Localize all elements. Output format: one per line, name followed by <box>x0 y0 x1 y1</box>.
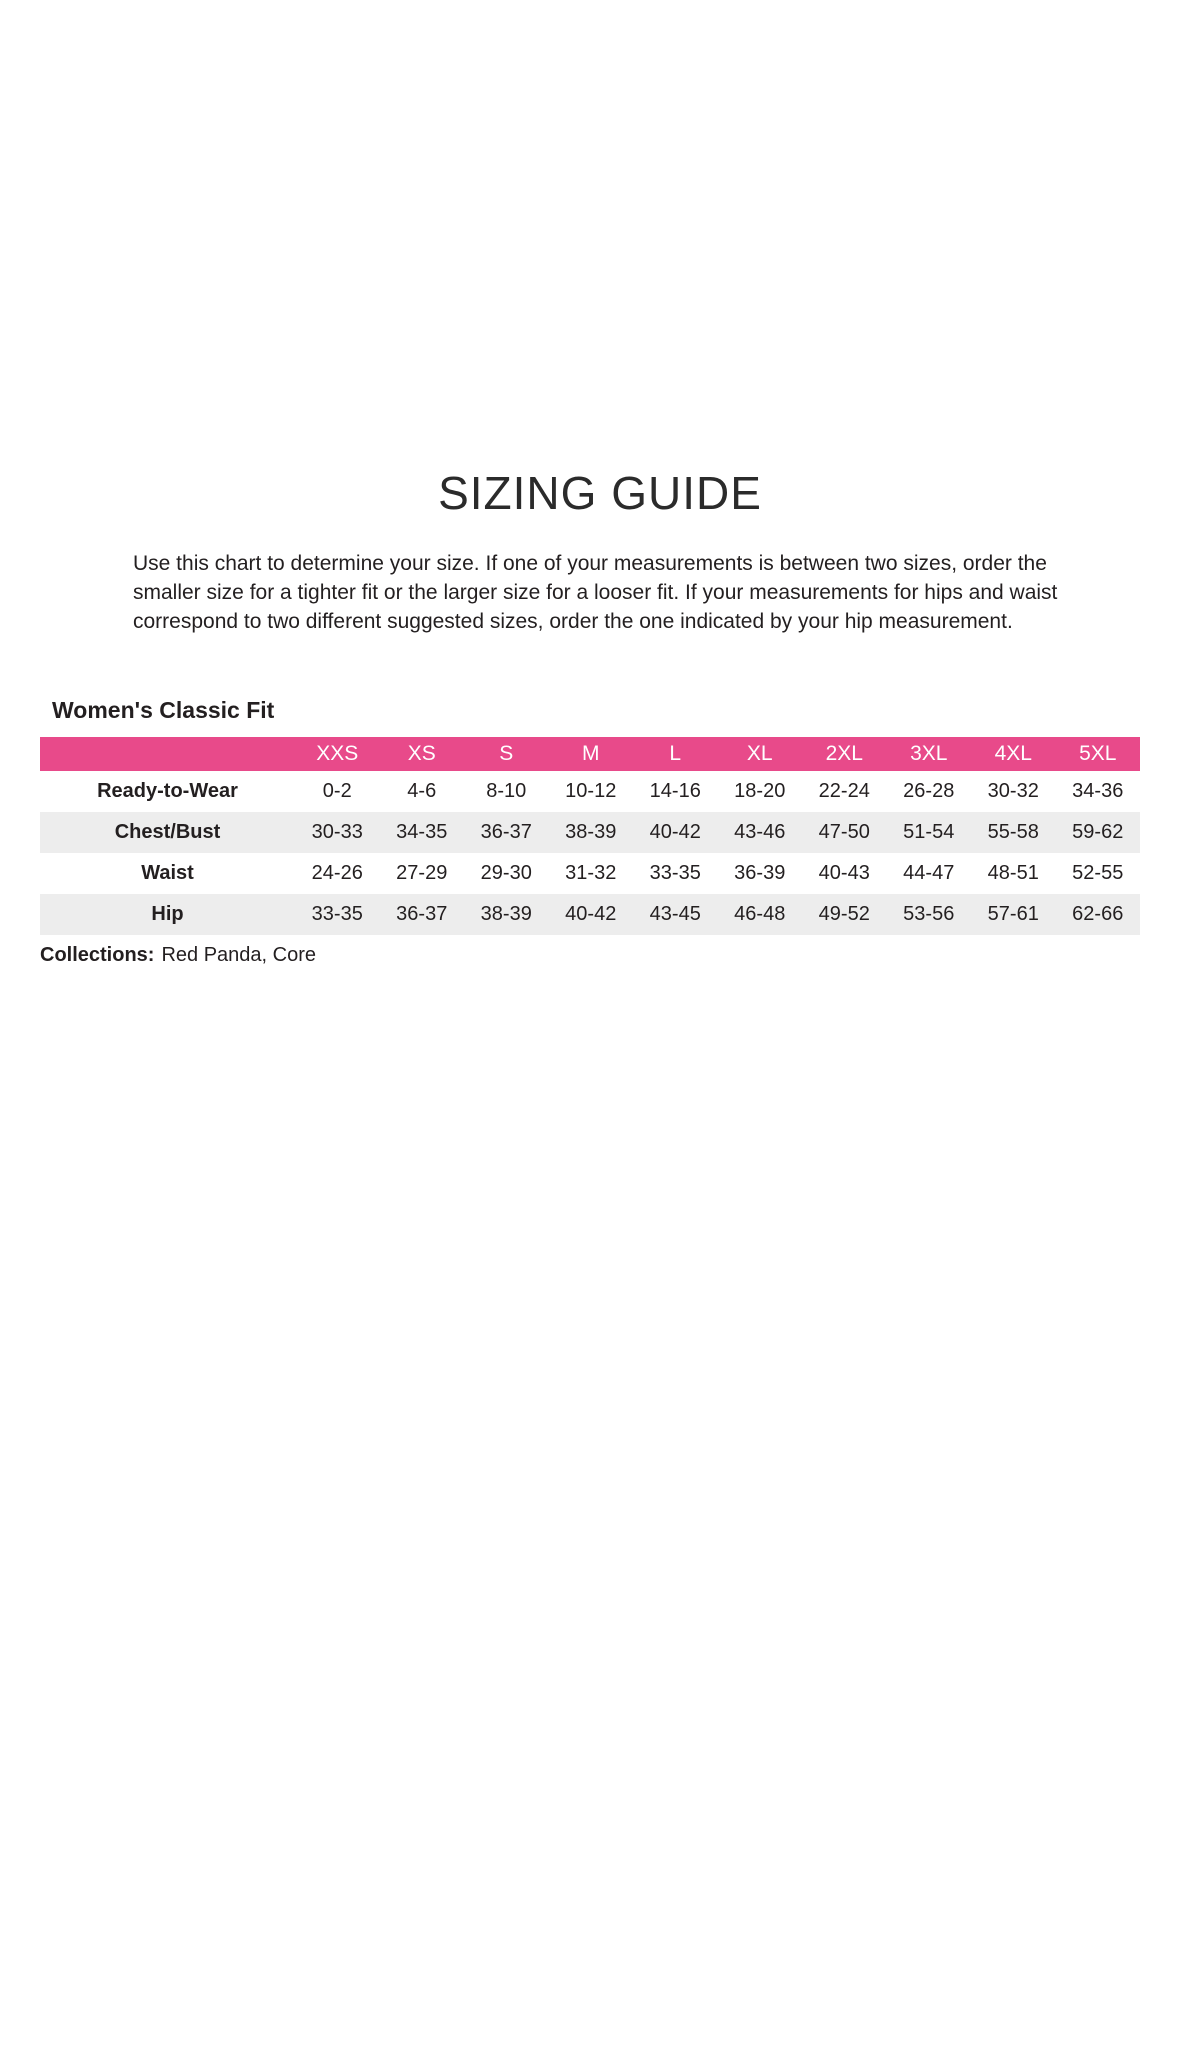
collections-value: Red Panda, Core <box>161 943 316 966</box>
size-value: 33-35 <box>311 902 363 925</box>
size-value: 48-51 <box>987 861 1039 884</box>
size-column-header: 4XL <box>971 736 1056 771</box>
size-value: 33-35 <box>649 861 701 884</box>
size-value: 46-48 <box>734 902 786 925</box>
size-column-header: XXS <box>295 736 380 771</box>
size-value: 40-42 <box>649 820 701 843</box>
size-value: 36-39 <box>734 861 786 884</box>
size-value: 43-46 <box>734 820 786 843</box>
size-value: 4-6 <box>407 779 437 802</box>
size-value: 30-32 <box>987 779 1039 802</box>
sizing-guide-page: SIZING GUIDE Use this chart to determine… <box>0 466 1200 2066</box>
row-label: Hip <box>151 902 184 925</box>
size-column-header: XL <box>717 736 802 771</box>
section-title-womens-classic-fit: Women's Classic Fit <box>52 696 275 723</box>
size-value: 10-12 <box>565 779 617 802</box>
size-value: 8-10 <box>486 779 527 802</box>
size-value: 27-29 <box>396 861 448 884</box>
size-value: 49-52 <box>818 902 870 925</box>
size-value: 0-2 <box>322 779 352 802</box>
size-value: 40-43 <box>818 861 870 884</box>
collections-line: Collections: Red Panda, Core <box>40 944 1200 967</box>
row-label: Waist <box>141 861 194 884</box>
size-value: 30-33 <box>311 820 363 843</box>
size-column-header: XS <box>379 736 464 771</box>
table-row-hip: Hip 33-35 36-37 38-39 40-42 43-45 46-48 … <box>40 893 1140 935</box>
size-value: 53-56 <box>903 902 955 925</box>
size-value: 14-16 <box>649 779 701 802</box>
size-value: 38-39 <box>480 902 532 925</box>
size-column-header: 5XL <box>1055 736 1140 771</box>
size-value: 40-42 <box>565 902 617 925</box>
size-value: 34-36 <box>1072 779 1124 802</box>
size-column-header: M <box>548 736 633 771</box>
row-label: Ready-to-Wear <box>97 779 238 802</box>
row-label: Chest/Bust <box>114 820 221 843</box>
size-value: 31-32 <box>565 861 617 884</box>
table-row-ready-to-wear: Ready-to-Wear 0-2 4-6 8-10 10-12 14-16 1… <box>40 771 1140 812</box>
page-title: SIZING GUIDE <box>438 467 762 519</box>
size-value: 55-58 <box>987 820 1039 843</box>
size-column-header: 2XL <box>802 736 887 771</box>
size-table-corner-cell <box>40 736 295 771</box>
size-value: 38-39 <box>565 820 617 843</box>
size-value: 24-26 <box>311 861 363 884</box>
size-value: 47-50 <box>818 820 870 843</box>
size-value: 18-20 <box>734 779 786 802</box>
collections-label: Collections: <box>40 943 155 966</box>
size-value: 52-55 <box>1072 861 1124 884</box>
size-table: XXS XS S M L XL 2XL 3XL 4XL 5XL Ready-to… <box>40 736 1140 935</box>
size-value: 43-45 <box>649 902 701 925</box>
size-value: 51-54 <box>903 820 955 843</box>
size-value: 26-28 <box>903 779 955 802</box>
size-value: 29-30 <box>480 861 532 884</box>
size-value: 34-35 <box>396 820 448 843</box>
intro-paragraph: Use this chart to determine your size. I… <box>133 552 1058 633</box>
table-row-waist: Waist 24-26 27-29 29-30 31-32 33-35 36-3… <box>40 853 1140 894</box>
size-value: 57-61 <box>987 902 1039 925</box>
size-table-header-row: XXS XS S M L XL 2XL 3XL 4XL 5XL <box>40 736 1140 771</box>
size-column-header: S <box>464 736 549 771</box>
size-column-header: L <box>633 736 718 771</box>
size-value: 59-62 <box>1072 820 1124 843</box>
size-value: 36-37 <box>480 820 532 843</box>
size-value: 36-37 <box>396 902 448 925</box>
size-value: 22-24 <box>818 779 870 802</box>
table-row-chest-bust: Chest/Bust 30-33 34-35 36-37 38-39 40-42… <box>40 811 1140 853</box>
size-value: 44-47 <box>903 861 955 884</box>
size-column-header: 3XL <box>886 736 971 771</box>
size-value: 62-66 <box>1072 902 1124 925</box>
